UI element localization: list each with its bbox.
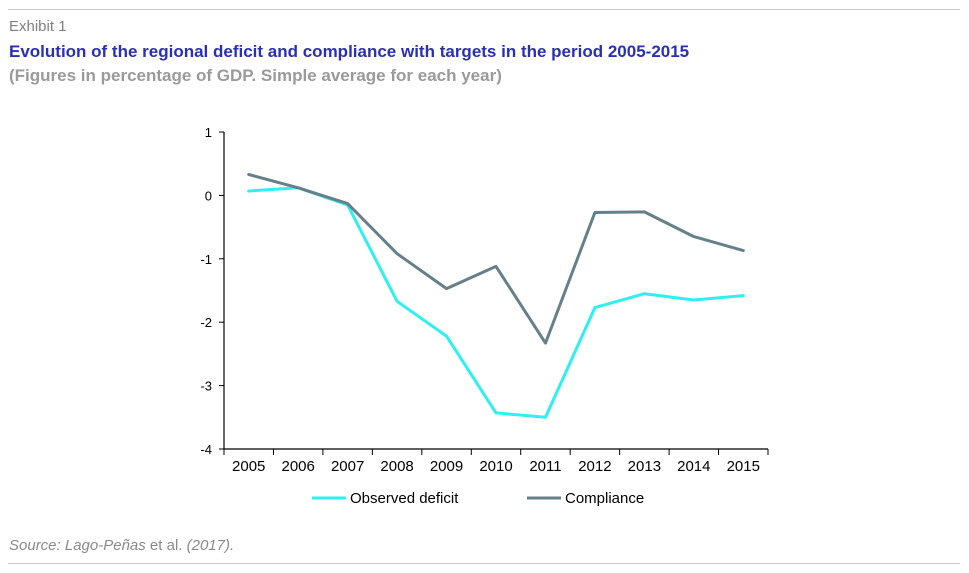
bottom-rule <box>8 563 960 564</box>
x-tick-label: 2008 <box>380 458 413 475</box>
x-tick-label: 2012 <box>578 458 611 475</box>
x-tick-label: 2011 <box>529 458 561 475</box>
series-layer <box>247 173 745 419</box>
x-tick-label: 2009 <box>430 458 463 475</box>
source-year: (2017). <box>186 537 235 554</box>
source-etal: et al. <box>145 537 187 554</box>
legend-label: Observed deficit <box>350 490 459 507</box>
legend-label: Compliance <box>565 490 644 507</box>
chart-subtitle: (Figures in percentage of GDP. Simple av… <box>9 66 502 85</box>
y-tick-label: -3 <box>200 379 212 394</box>
y-tick-label: 0 <box>205 188 212 203</box>
exhibit-label: Exhibit 1 <box>9 18 67 35</box>
y-tick-label: -4 <box>200 442 212 457</box>
x-tick-label: 2006 <box>281 458 314 475</box>
x-tick-label: 2013 <box>628 458 661 475</box>
x-tick-label: 2015 <box>727 458 760 475</box>
chart-title: Evolution of the regional deficit and co… <box>9 42 690 61</box>
x-tick-label: 2014 <box>677 458 710 475</box>
legend: Observed deficit Compliance <box>312 490 644 507</box>
series-line-observed-deficit <box>247 186 745 419</box>
top-rule <box>8 9 960 10</box>
source-note: Source: Lago-Peñas et al. (2017). <box>9 537 234 554</box>
y-tick-label: 1 <box>205 125 212 140</box>
source-prefix: Source: Lago-Peñas <box>9 537 146 554</box>
x-tick-label: 2005 <box>232 458 265 475</box>
x-tick-label: 2010 <box>479 458 512 475</box>
y-tick-label: -2 <box>200 315 212 330</box>
x-tick-label: 2007 <box>331 458 364 475</box>
axes: 1 0 -1 -2 -3 -4 2005 2006 2007 2008 2009 2010 2011 20… <box>200 125 769 475</box>
series-line-compliance <box>247 173 745 345</box>
y-tick-label: -1 <box>200 252 212 267</box>
